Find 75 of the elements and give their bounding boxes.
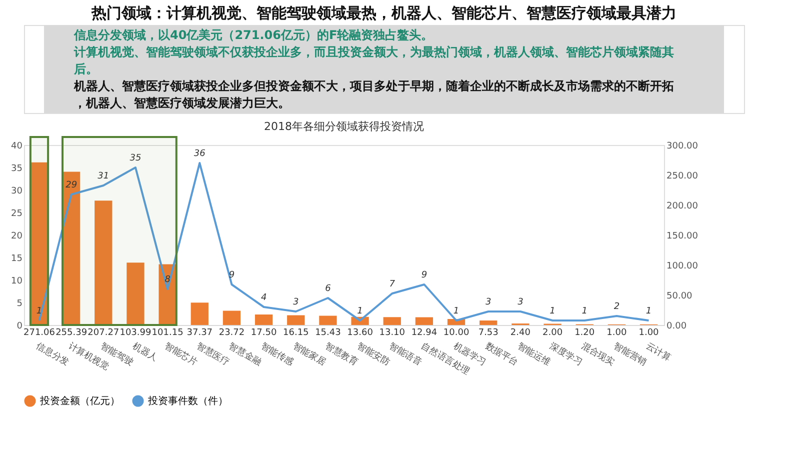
y-tick-label: 25 (11, 209, 22, 219)
bar (383, 317, 401, 325)
bar (254, 314, 273, 325)
bar (480, 320, 498, 325)
data-label: 103.99 (120, 328, 152, 338)
data-label: 3 (293, 298, 300, 308)
data-label: 1.20 (574, 328, 595, 338)
data-label: 13.60 (347, 328, 374, 338)
data-label: 31 (98, 172, 110, 182)
data-label: 1 (582, 306, 588, 316)
line-series (38, 162, 650, 322)
data-label: 2.00 (542, 328, 563, 338)
data-label: 1 (453, 306, 460, 316)
data-label: 1.00 (638, 328, 660, 338)
bar (190, 302, 208, 325)
y-tick-label: 20 (11, 232, 23, 242)
data-label: 7 (389, 280, 396, 290)
y2-tick-label: 200.00 (666, 202, 698, 212)
y-tick-label: 15 (11, 254, 22, 264)
data-label: 13.10 (379, 328, 406, 338)
data-label: 271.06 (23, 328, 56, 338)
legend-label: 投资事件数（件） (147, 395, 228, 407)
data-label: 36 (194, 149, 206, 159)
bar (158, 264, 176, 325)
data-label: 2.40 (510, 328, 531, 338)
y-tick-label: 5 (16, 299, 22, 309)
data-label: 1 (36, 306, 42, 316)
bar (222, 310, 241, 325)
y2-tick-label: 100.00 (666, 262, 698, 272)
text: 信息分发领域，以40亿美元（271.06亿元）的F轮融资独占鳌头。 (73, 28, 434, 42)
data-label: 1.00 (606, 328, 627, 338)
y2-tick-label: 0.00 (666, 322, 687, 332)
chart-title: 热门领域：计算机视觉、智能驾驶领域最热，机器人、智能芯片、智慧医疗领域最具潜力 (90, 4, 676, 22)
data-label: 4 (260, 293, 267, 303)
data-label: 1 (550, 306, 556, 316)
y-tick-label: 40 (11, 142, 23, 152)
data-label: 3 (485, 298, 492, 308)
y2-tick-label: 300.00 (666, 142, 698, 152)
data-label: 9 (421, 270, 428, 280)
data-label: 2 (614, 302, 620, 312)
y-tick-label: 35 (11, 164, 22, 174)
legend-label: 投资金额（亿元） (39, 395, 120, 407)
data-label: 35 (130, 154, 142, 164)
y-tick-label: 10 (11, 276, 23, 286)
text: 机器人、智慧医疗领域获投企业多但投资金额不大，项目多处于早期，随着企业的不断成长及市场需求的不断开拓，机器人、智慧医疗领域发展潜力巨大。 (73, 78, 674, 110)
data-label: 255.39 (56, 328, 88, 338)
bar (94, 200, 112, 325)
data-label: 1 (357, 306, 363, 316)
y2-tick-label: 50.00 (666, 292, 693, 302)
data-label: 7.53 (478, 328, 498, 338)
bar (287, 315, 305, 325)
data-label: 29 (66, 180, 78, 190)
data-label: 1 (646, 306, 652, 316)
bar (319, 316, 337, 325)
data-label: 6 (325, 284, 332, 294)
data-label: 37.37 (186, 328, 213, 338)
bar (415, 317, 434, 325)
data-label: 101.15 (152, 328, 184, 338)
data-label: 15.43 (315, 328, 341, 338)
bar (62, 172, 80, 325)
data-label: 207.27 (88, 328, 120, 338)
y2-tick-label: 150.00 (666, 232, 698, 242)
data-label: 3 (518, 298, 524, 308)
chart-subtitle: 2018年各细分领域获得投资情况 (264, 120, 424, 133)
y-tick-label: 0 (16, 322, 23, 332)
data-label: 17.50 (250, 328, 277, 338)
data-label: 12.94 (411, 328, 438, 338)
y-tick-label: 30 (11, 186, 23, 196)
data-label: 8 (164, 275, 171, 285)
text: 计算机视觉、智能驾驶领域不仅获投企业多，而且投资金额大，为最热门领域，机器人领域、智能芯片领域紧随其后。 (73, 45, 674, 76)
data-label: 16.15 (282, 328, 309, 338)
data-label: 10.00 (443, 328, 470, 338)
y2-tick-label: 250.00 (666, 172, 698, 182)
bar (126, 262, 144, 325)
data-label: 23.72 (218, 328, 245, 338)
